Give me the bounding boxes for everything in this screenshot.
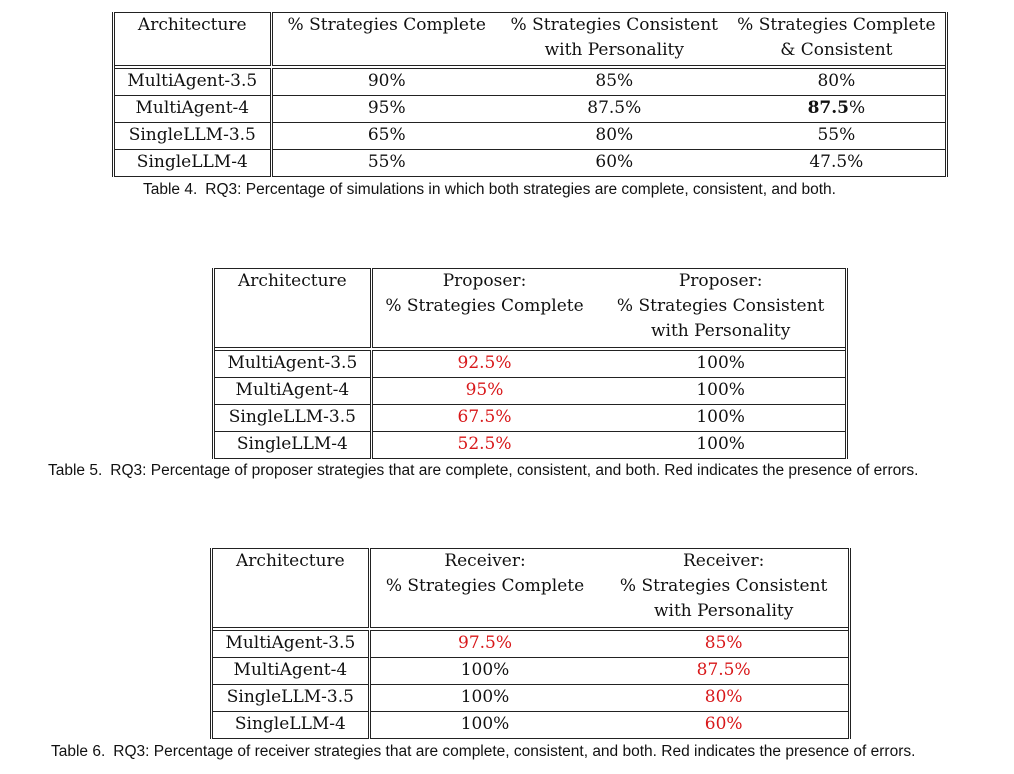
value-cell: 60% (500, 149, 728, 177)
value-cell: 100% (596, 377, 847, 405)
value-cell: 87.5% (727, 95, 947, 123)
table-4-header-rule (113, 65, 947, 69)
table-row: MultiAgent-4 100% 87.5% (211, 657, 850, 685)
value-cell: 100% (369, 711, 600, 739)
table-6-caption: Table 6. RQ3: Percentage of receiver stra… (51, 743, 915, 761)
table-4-header: Architecture % Strategies Complete % Str… (113, 12, 947, 66)
arch-cell: MultiAgent-4 (113, 95, 273, 123)
error-value-cell: 67.5% (371, 404, 597, 432)
value-cell: 85% (500, 68, 728, 96)
table-6: Architecture Receiver: % Strategies Comp… (210, 548, 851, 739)
value-cell: 95% (271, 95, 501, 123)
table-6-header-consistent-l1: Receiver: (682, 551, 765, 571)
value-cell: 65% (271, 122, 501, 150)
error-value-cell: 85% (599, 630, 850, 658)
arch-cell: SingleLLM-3.5 (211, 684, 371, 712)
table-4-caption: Table 4. RQ3: Percentage of simulations i… (143, 181, 836, 199)
table-row: MultiAgent-3.5 90% 85% 80% (113, 68, 947, 96)
table-6-header-consistent-l2: % Strategies Consistent (619, 576, 828, 596)
table-5-header-consistent-l3: with Personality (650, 321, 791, 341)
table-5: Architecture Proposer: % Strategies Comp… (212, 268, 848, 459)
value-cell: 100% (596, 431, 847, 459)
value-cell: 90% (271, 68, 501, 96)
table-row: SingleLLM-4 52.5% 100% (213, 431, 847, 459)
table-6-header-complete-l2: % Strategies Complete (385, 576, 585, 596)
table-row: SingleLLM-4 55% 60% 47.5% (113, 149, 947, 177)
table-row: SingleLLM-3.5 100% 80% (211, 684, 850, 712)
arch-cell: MultiAgent-3.5 (113, 68, 273, 96)
table-row: MultiAgent-4 95% 87.5% 87.5% (113, 95, 947, 123)
table-5-header-consistent-l1: Proposer: (678, 271, 763, 291)
table-4-header-consistent-l1: % Strategies Consistent (510, 15, 718, 35)
value-cell: 100% (369, 684, 600, 712)
error-value-cell: 95% (371, 377, 597, 405)
table-5-header-complete-l1: Proposer: (442, 271, 527, 291)
table-4-header-architecture: Architecture (137, 15, 247, 35)
caption-label: Table 5. (48, 462, 103, 479)
table-row: SingleLLM-3.5 65% 80% 55% (113, 122, 947, 150)
error-value-cell: 92.5% (371, 350, 597, 378)
arch-cell: MultiAgent-4 (211, 657, 371, 685)
table-5-header-complete-l2: % Strategies Complete (385, 296, 584, 316)
table-6-header-rule (211, 627, 850, 631)
arch-cell: MultiAgent-4 (213, 377, 373, 405)
table-4-header-complete: % Strategies Complete (287, 15, 486, 35)
caption-label: Table 6. (51, 743, 106, 760)
caption-text: RQ3: Percentage of simulations in which … (205, 181, 836, 198)
table-row: MultiAgent-4 95% 100% (213, 377, 847, 405)
error-value-cell: 80% (599, 684, 850, 712)
table-row: SingleLLM-3.5 67.5% 100% (213, 404, 847, 432)
table-5-header-rule (213, 347, 847, 351)
table-5-header: Architecture Proposer: % Strategies Comp… (213, 268, 847, 348)
value-cell: 55% (271, 149, 501, 177)
arch-cell: SingleLLM-3.5 (113, 122, 273, 150)
error-value-cell: 60% (599, 711, 850, 739)
value-cell: 87.5% (500, 95, 728, 123)
table-5-caption: Table 5. RQ3: Percentage of proposer stra… (48, 462, 918, 480)
table-5-header-consistent-l2: % Strategies Consistent (616, 296, 825, 316)
table-4-header-both-l1: % Strategies Complete (737, 15, 936, 35)
arch-cell: SingleLLM-3.5 (213, 404, 373, 432)
value-cell: 80% (500, 122, 728, 150)
value-suffix: % (848, 98, 866, 118)
table-row: SingleLLM-4 100% 60% (211, 711, 850, 739)
best-value: 87.5 (807, 98, 849, 118)
error-value-cell: 52.5% (371, 431, 597, 459)
table-5-grid: Architecture Proposer: % Strategies Comp… (212, 268, 848, 459)
value-cell: 80% (727, 68, 947, 96)
caption-label: Table 4. (143, 181, 198, 198)
table-5-header-architecture: Architecture (238, 271, 347, 291)
table-6-header: Architecture Receiver: % Strategies Comp… (211, 548, 850, 628)
table-4-grid: Architecture % Strategies Complete % Str… (112, 12, 948, 177)
error-value-cell: 87.5% (599, 657, 850, 685)
arch-cell: MultiAgent-3.5 (211, 630, 371, 658)
table-4-header-both-l2: & Consistent (780, 40, 893, 60)
arch-cell: MultiAgent-3.5 (213, 350, 373, 378)
table-4-header-consistent-l2: with Personality (544, 40, 684, 60)
table-row: MultiAgent-3.5 92.5% 100% (213, 350, 847, 378)
arch-cell: SingleLLM-4 (113, 149, 273, 177)
value-cell: 55% (727, 122, 947, 150)
caption-text: RQ3: Percentage of receiver strategies t… (113, 743, 916, 760)
table-row: MultiAgent-3.5 97.5% 85% (211, 630, 850, 658)
arch-cell: SingleLLM-4 (211, 711, 371, 739)
table-6-header-complete-l1: Receiver: (444, 551, 526, 571)
value-cell: 100% (596, 404, 847, 432)
arch-cell: SingleLLM-4 (213, 431, 373, 459)
table-4: Architecture % Strategies Complete % Str… (112, 12, 948, 177)
error-value-cell: 97.5% (369, 630, 600, 658)
value-cell: 100% (596, 350, 847, 378)
table-6-header-consistent-l3: with Personality (653, 601, 794, 621)
table-6-header-architecture: Architecture (236, 551, 345, 571)
value-cell: 47.5% (727, 149, 947, 177)
caption-text: RQ3: Percentage of proposer strategies t… (110, 462, 919, 479)
table-6-grid: Architecture Receiver: % Strategies Comp… (210, 548, 851, 739)
value-cell: 100% (369, 657, 600, 685)
